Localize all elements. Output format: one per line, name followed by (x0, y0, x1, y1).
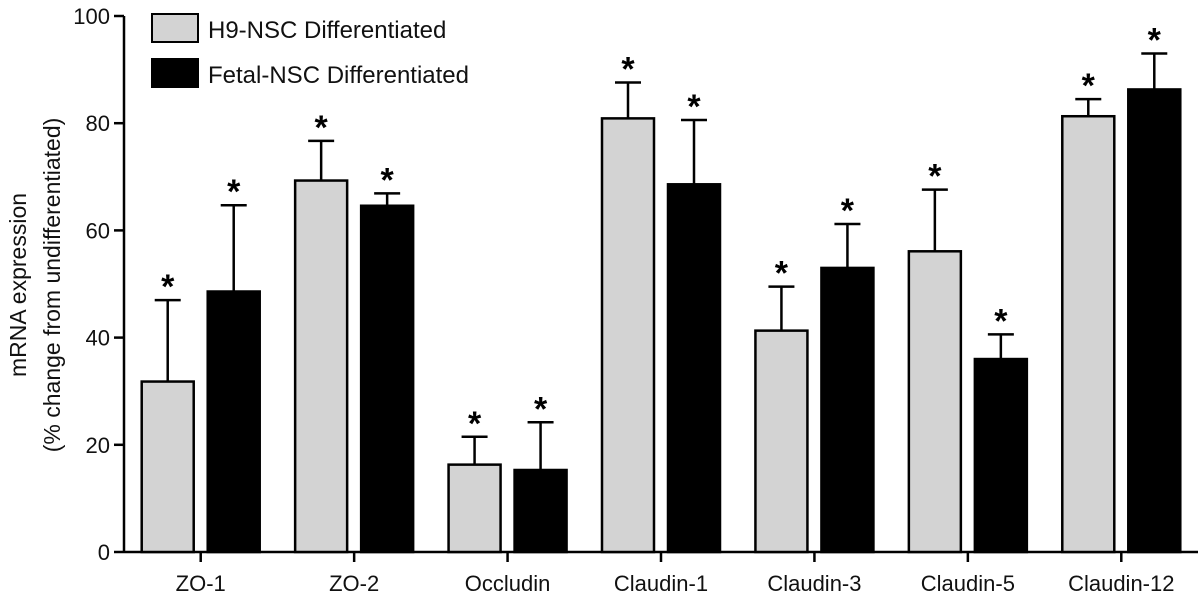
y-axis-label: mRNA expression (% change from undiffere… (5, 118, 65, 453)
significance-star: * (227, 173, 241, 211)
y-tick-label: 0 (98, 540, 110, 565)
bar-h9 (907, 250, 963, 554)
y-axis-label-line2: (% change from undifferentiated) (39, 118, 65, 453)
bar-fetal (820, 266, 875, 554)
legend-label: Fetal-NSC Differentiated (208, 62, 469, 89)
x-tick-label: ZO-1 (176, 571, 226, 596)
bar-h9 (293, 179, 349, 554)
significance-star: * (621, 50, 635, 88)
significance-star: * (1082, 67, 1096, 105)
x-tick-label: Claudin-1 (614, 571, 708, 596)
x-tick-label: Occludin (465, 571, 551, 596)
significance-star: * (161, 268, 175, 306)
bar-fetal (973, 357, 1029, 554)
bars: * * * * * * * * * * * * * * (140, 22, 1182, 554)
y-tick-label: 60 (86, 218, 110, 243)
bar-h9 (754, 329, 809, 554)
bar-fetal (206, 290, 261, 554)
y-tick-label: 80 (86, 111, 110, 136)
legend-swatch (151, 13, 199, 43)
legend: H9-NSC Differentiated Fetal-NSC Different… (151, 13, 469, 89)
significance-star: * (468, 405, 482, 443)
y-tick-label: 40 (86, 326, 110, 351)
significance-star: * (381, 161, 395, 199)
significance-star: * (928, 158, 942, 196)
significance-star: * (534, 390, 548, 428)
bar-h9 (600, 117, 656, 554)
x-tick-label: Claudin-3 (767, 571, 861, 596)
bar-fetal (666, 183, 722, 554)
y-axis-label-line1: mRNA expression (5, 193, 31, 377)
significance-star: * (315, 109, 329, 147)
y-tick-label: 100 (73, 4, 110, 29)
significance-star: * (1148, 22, 1162, 60)
x-tick-label: ZO-2 (329, 571, 379, 596)
bar-h9 (140, 380, 195, 554)
bar-fetal (513, 468, 568, 554)
bar-fetal (359, 204, 415, 554)
axes: 0 20 40 60 80 100 ZO-1 ZO-2 Occludin Claudin-1 Cla… (73, 4, 1198, 596)
bar-h9 (1061, 114, 1116, 554)
y-tick-label: 20 (86, 433, 110, 458)
x-tick-label: Claudin-5 (921, 571, 1015, 596)
significance-star: * (994, 302, 1008, 340)
x-tick-label: Claudin-12 (1068, 571, 1174, 596)
significance-star: * (775, 255, 789, 293)
bar-h9 (447, 463, 502, 554)
significance-star: * (841, 192, 855, 230)
significance-star: * (687, 88, 701, 126)
legend-label: H9-NSC Differentiated (208, 17, 446, 44)
bar-fetal (1127, 88, 1182, 554)
legend-swatch (151, 58, 199, 88)
